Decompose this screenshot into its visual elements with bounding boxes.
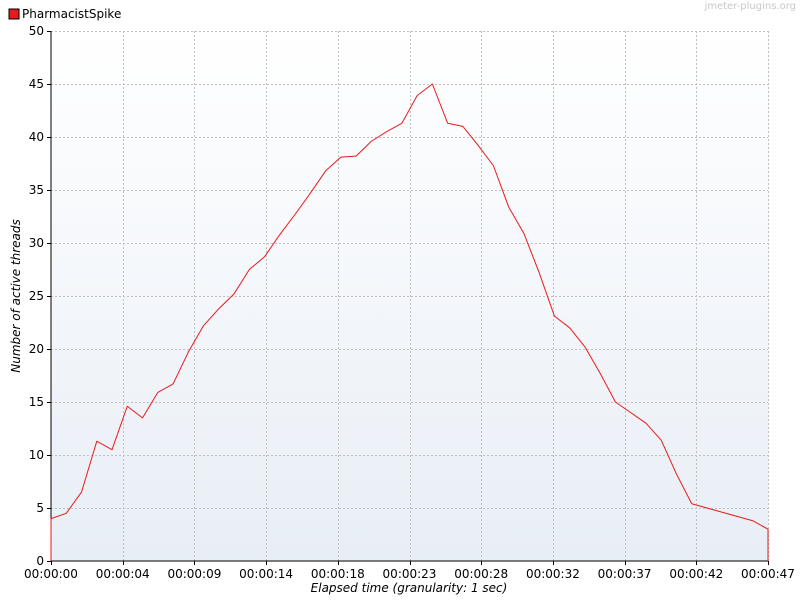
y-tick-label: 10 xyxy=(29,448,44,462)
x-tick-label: 00:00:28 xyxy=(454,567,508,581)
x-tick-label: 00:00:04 xyxy=(96,567,150,581)
x-tick-label: 00:00:32 xyxy=(526,567,580,581)
y-tick-label: 15 xyxy=(29,395,44,409)
y-tick-label: 50 xyxy=(29,24,44,38)
legend-swatch xyxy=(8,8,20,20)
series-group xyxy=(50,83,769,561)
legend: PharmacistSpike xyxy=(8,7,121,21)
y-tick-label: 40 xyxy=(29,130,44,144)
y-tick-label: 35 xyxy=(29,183,44,197)
x-tick-label: 00:00:23 xyxy=(383,567,437,581)
y-tick-label: 45 xyxy=(29,77,44,91)
x-tick-label: 00:00:37 xyxy=(598,567,652,581)
y-tick-label: 30 xyxy=(29,236,44,250)
x-tick-label: 00:00:00 xyxy=(24,567,78,581)
x-tick-labels: 00:00:00 00:00:04 00:00:09 00:00:14 00:00:18… xyxy=(24,561,795,581)
y-tick-label: 25 xyxy=(29,289,44,303)
y-tick-label: 20 xyxy=(29,342,44,356)
x-tick-label: 00:00:14 xyxy=(239,567,293,581)
y-tick-label: 0 xyxy=(36,554,44,568)
grid-lines xyxy=(51,31,769,561)
legend-label: PharmacistSpike xyxy=(22,7,121,21)
watermark: jmeter-plugins.org xyxy=(703,1,796,12)
x-tick-label: 00:00:47 xyxy=(741,567,795,581)
x-tick-label: 00:00:42 xyxy=(669,567,723,581)
x-axis-title: Elapsed time (granularity: 1 sec) xyxy=(311,581,508,595)
series-line xyxy=(50,83,769,561)
y-tick-labels: 0 5 10 15 20 25 30 35 40 45 50 xyxy=(29,24,51,568)
y-tick-label: 5 xyxy=(36,501,44,515)
x-tick-label: 00:00:18 xyxy=(311,567,365,581)
y-axis-title: Number of active threads xyxy=(9,219,23,373)
x-tick-label: 00:00:09 xyxy=(167,567,221,581)
